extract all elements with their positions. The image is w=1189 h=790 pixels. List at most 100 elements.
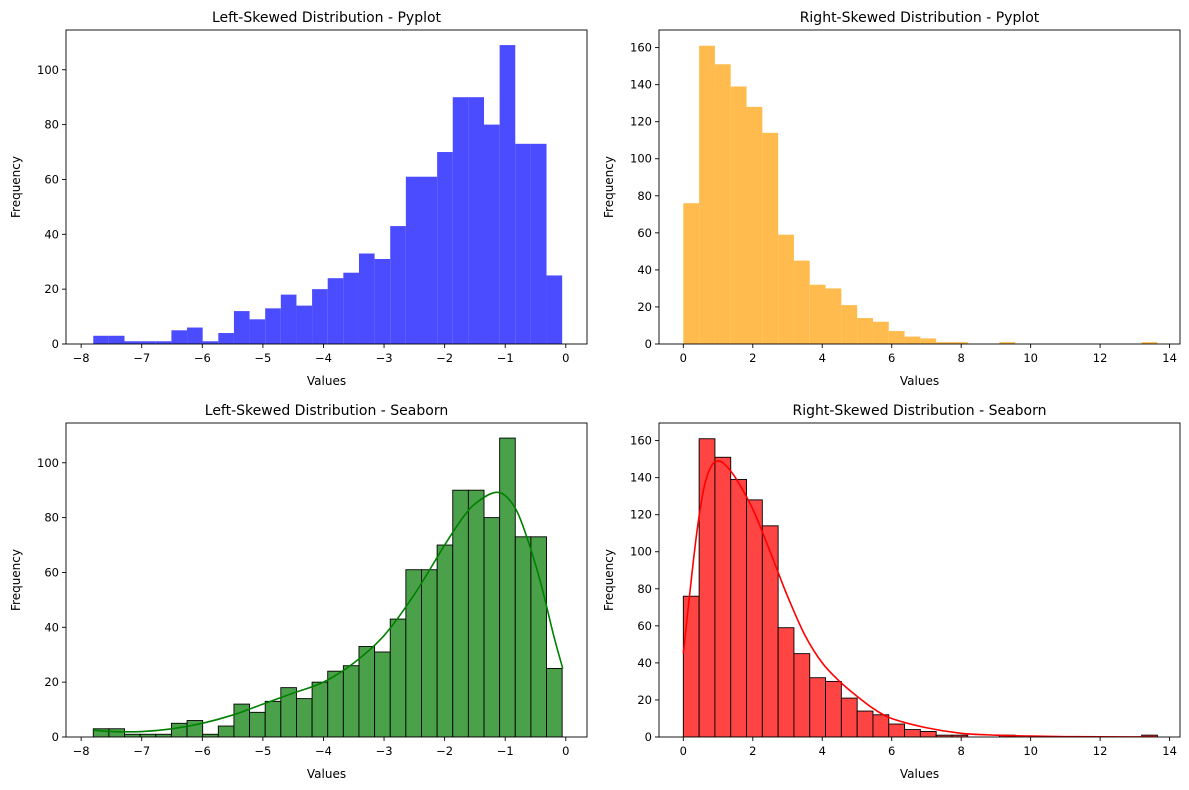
y-tick-label: 140	[630, 471, 652, 485]
axes-frame	[658, 29, 1181, 345]
histogram-bar	[530, 143, 547, 344]
histogram-bar	[467, 489, 485, 737]
y-tick-label: 0	[645, 730, 652, 744]
x-tick-label: 14	[1162, 351, 1177, 365]
kde-line	[93, 491, 564, 733]
y-tick-label: 80	[44, 118, 59, 132]
x-tick-label: −5	[254, 351, 271, 365]
x-tick-label: −4	[315, 351, 332, 365]
histogram-bar	[312, 289, 328, 344]
histogram-bar	[856, 710, 874, 737]
x-axis-label: Values	[900, 374, 939, 388]
histogram-bar	[936, 342, 952, 344]
histogram-bar	[825, 288, 842, 344]
x-axis-label: Values	[307, 767, 346, 781]
histogram-bar	[841, 305, 858, 344]
histogram-bar	[857, 318, 873, 344]
histogram-bar	[327, 278, 344, 344]
histogram-bar	[311, 681, 329, 737]
histogram-bar	[793, 260, 810, 344]
chart-left-skewed-pyplot: Left-Skewed Distribution - Pyplot Values…	[9, 10, 588, 388]
histogram-bar	[872, 321, 889, 344]
histogram-bar	[187, 327, 203, 344]
histogram-bar	[904, 336, 921, 344]
histogram-bar	[546, 275, 563, 344]
histogram-bar	[155, 341, 172, 344]
histogram-bar	[514, 536, 532, 737]
x-tick-label: 2	[749, 744, 756, 758]
histogram-bar	[233, 311, 250, 344]
histogram-bar	[93, 335, 109, 344]
plot-area	[683, 45, 1158, 344]
y-axis-label: Frequency	[9, 549, 23, 611]
x-tick-label: −6	[194, 351, 211, 365]
histogram-bar	[746, 499, 763, 737]
x-tick-label: −4	[315, 744, 332, 758]
x-tick-label: −7	[133, 744, 150, 758]
histogram-bar	[171, 330, 188, 344]
histogram-bar	[374, 651, 391, 737]
histogram-bar	[436, 544, 454, 737]
histogram-bar	[218, 333, 234, 344]
x-tick-label: 10	[1023, 744, 1038, 758]
histogram-bar	[280, 294, 297, 344]
histogram-bar	[778, 234, 794, 344]
histogram-bar	[872, 714, 890, 737]
plot-area	[682, 438, 1158, 737]
histogram-bar	[327, 670, 344, 737]
x-tick-label: 6	[888, 744, 895, 758]
histogram-bar	[342, 665, 360, 737]
histogram-bar	[920, 338, 937, 344]
axes-frame	[65, 29, 588, 345]
plot-area	[93, 45, 563, 344]
histogram-bar	[499, 437, 516, 737]
y-tick-label: 0	[52, 337, 59, 351]
y-tick-label: 80	[637, 189, 652, 203]
x-tick-label: 6	[888, 351, 895, 365]
histogram-bar	[437, 152, 453, 344]
x-tick-label: 12	[1093, 351, 1108, 365]
histogram-bar	[217, 725, 235, 737]
histogram-bar	[374, 258, 391, 344]
histogram-bar	[296, 305, 313, 344]
histogram-bar	[405, 176, 422, 344]
histogram-bar	[888, 723, 906, 737]
y-tick-label: 60	[637, 226, 652, 240]
x-tick-label: 4	[819, 351, 826, 365]
histogram-bar	[202, 341, 219, 344]
histogram-bar	[358, 646, 376, 737]
histogram-bar	[108, 335, 125, 344]
histogram-bar	[825, 680, 842, 737]
histogram-bar	[1141, 734, 1158, 737]
y-tick-label: 40	[637, 263, 652, 277]
histogram-bar	[682, 595, 700, 737]
histogram-bar	[265, 308, 281, 344]
histogram-bar	[777, 627, 795, 737]
y-tick-label: 20	[44, 282, 59, 296]
y-tick-label: 60	[44, 565, 59, 579]
histogram-bar	[904, 729, 921, 737]
x-tick-label: 0	[562, 351, 569, 365]
x-axis-label: Values	[900, 767, 939, 781]
histogram-bar	[296, 698, 313, 737]
chart-right-skewed-seaborn: Right-Skewed Distribution - Seaborn Valu…	[602, 403, 1181, 781]
histogram-bar	[888, 331, 905, 344]
histogram-bar	[683, 203, 700, 344]
x-tick-label: −1	[497, 351, 514, 365]
histogram-bar	[343, 272, 359, 344]
x-tick-label: −2	[436, 351, 453, 365]
histogram-bar	[793, 653, 811, 737]
y-axis-label: Frequency	[9, 156, 23, 218]
histogram-bar	[714, 64, 731, 344]
y-tick-label: 40	[637, 656, 652, 670]
x-tick-label: −8	[73, 351, 90, 365]
x-tick-label: −5	[254, 744, 271, 758]
y-tick-label: 40	[44, 227, 59, 241]
histogram-bar	[249, 319, 266, 344]
axes-frame	[658, 422, 1181, 738]
x-tick-label: −3	[376, 744, 393, 758]
histogram-bar	[746, 106, 763, 344]
y-tick-label: 20	[637, 693, 652, 707]
x-tick-label: −8	[73, 744, 90, 758]
